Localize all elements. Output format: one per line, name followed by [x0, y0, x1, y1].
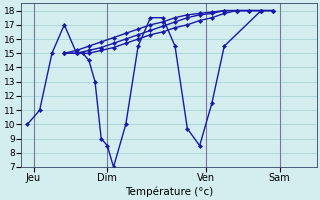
X-axis label: Température (°c): Température (°c) — [125, 186, 213, 197]
